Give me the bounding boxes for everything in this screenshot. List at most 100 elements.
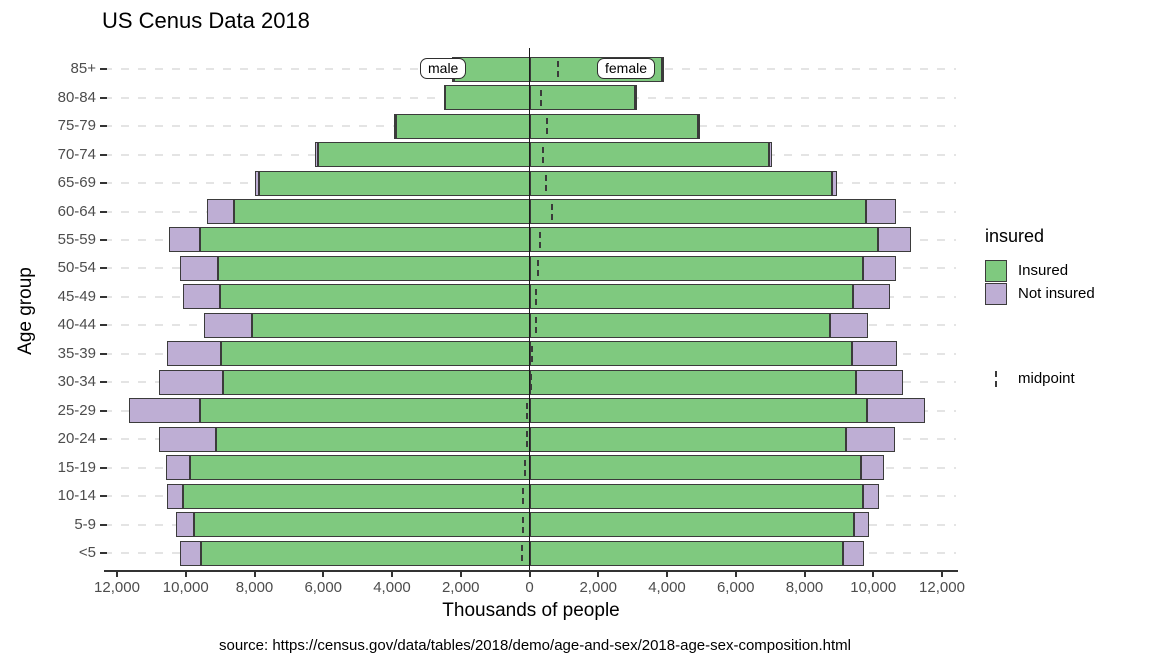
y-tick <box>100 409 107 412</box>
x-tick <box>116 572 118 577</box>
x-tick <box>322 572 325 577</box>
bar-female-insured-80-84 <box>529 85 636 111</box>
chart-title: US Cenus Data 2018 <box>102 8 310 33</box>
x-tick-label: 4,000 <box>648 579 686 596</box>
bar-female-insured-35-39 <box>529 341 852 367</box>
midpoint-marker-30-34 <box>529 374 532 391</box>
x-tick <box>803 572 806 577</box>
y-tick-label: 45-49 <box>57 287 96 305</box>
bar-male-insured-20-24 <box>216 426 530 452</box>
y-tick <box>100 438 107 441</box>
x-axis-line <box>104 570 958 572</box>
bar-female-insured-25-29 <box>529 398 867 424</box>
bar-female-not-insured-15-19 <box>860 455 884 481</box>
x-tick <box>941 572 943 577</box>
bar-male-not-insured-40-44 <box>203 312 252 338</box>
bar-female-insured-50-54 <box>529 255 863 281</box>
y-tick-label: 70-74 <box>57 145 96 163</box>
x-tick-label: 12,000 <box>919 579 965 596</box>
midpoint-marker-10-14 <box>521 488 524 505</box>
bar-male-not-insured-25-29 <box>129 398 201 424</box>
bar-male-not-insured-45-49 <box>182 284 220 310</box>
bar-male-insured-80-84 <box>445 85 530 111</box>
midpoint-marker-60-64 <box>550 203 553 220</box>
y-tick-label: <5 <box>78 544 96 562</box>
y-tick-label: 75-79 <box>57 117 96 135</box>
x-tick <box>253 572 256 577</box>
bar-male-insured-70-74 <box>318 142 530 168</box>
midpoint-marker-85+ <box>556 61 559 78</box>
legend-item-label: Insured <box>1018 262 1069 279</box>
bar-male-not-insured-10-14 <box>166 483 183 509</box>
midpoint-dash-icon <box>995 370 997 387</box>
bar-male-not-insured-20-24 <box>159 426 217 452</box>
bar-female-not-insured-10-14 <box>863 483 880 509</box>
bar-female-not-insured-50-54 <box>862 255 896 281</box>
midpoint-marker-15-19 <box>523 459 526 476</box>
x-tick-label: 4,000 <box>373 579 411 596</box>
midpoint-marker-45-49 <box>535 288 538 305</box>
y-tick-label: 65-69 <box>57 174 96 192</box>
legend-item-not-insured: Not insured <box>985 282 1150 305</box>
bar-female-not-insured-70-74 <box>769 142 772 168</box>
y-tick-label: 5-9 <box>74 515 96 533</box>
x-tick-label: 8,000 <box>235 579 274 596</box>
y-tick <box>100 68 107 71</box>
y-tick <box>100 523 107 526</box>
y-tick <box>100 381 107 384</box>
bar-female-insured-10-14 <box>529 483 864 509</box>
bar-female-insured-20-24 <box>529 426 847 452</box>
y-tick-label: 80-84 <box>57 88 96 106</box>
bar-male-not-insured-50-54 <box>180 255 219 281</box>
bar-female-not-insured-20-24 <box>846 426 895 452</box>
y-tick <box>100 96 107 99</box>
zero-line <box>528 48 531 570</box>
bar-male-not-insured-60-64 <box>206 199 234 224</box>
legend: insured Insured Not insured midpoint <box>985 226 1150 390</box>
bar-female-insured-30-34 <box>529 369 856 395</box>
y-tick-label: 40-44 <box>57 316 96 334</box>
source-caption: source: https://census.gov/data/tables/2… <box>218 637 852 654</box>
midpoint-marker-80-84 <box>539 89 542 106</box>
x-tick <box>391 572 393 577</box>
not-insured-swatch <box>985 282 1007 305</box>
midpoint-key <box>985 370 1007 387</box>
x-tick-label: 8,000 <box>785 579 824 596</box>
y-tick <box>100 495 107 498</box>
midpoint-marker-75-79 <box>546 118 549 135</box>
male-side-label: male <box>420 58 467 79</box>
bar-male-insured-65-69 <box>259 170 530 196</box>
y-tick <box>100 466 107 469</box>
y-tick-label: 15-19 <box>57 458 96 476</box>
bar-female-insured-75-79 <box>529 113 698 139</box>
bar-female-not-insured-30-34 <box>855 369 903 395</box>
bar-male-insured-<5 <box>200 540 530 566</box>
y-tick <box>100 295 107 298</box>
legend-item-label: midpoint <box>1018 370 1075 387</box>
legend-item-label: Not insured <box>1018 285 1095 302</box>
bar-male-not-insured-55-59 <box>169 227 201 253</box>
bar-male-not-insured-65-69 <box>254 170 260 196</box>
x-tick <box>872 572 875 577</box>
bar-male-insured-25-29 <box>200 398 530 424</box>
bar-female-not-insured-65-69 <box>832 170 837 196</box>
bar-male-insured-35-39 <box>221 341 530 367</box>
bar-male-insured-30-34 <box>222 369 530 395</box>
midpoint-marker-50-54 <box>537 260 540 277</box>
bar-male-not-insured-35-39 <box>167 341 222 367</box>
y-tick <box>100 352 107 355</box>
y-tick <box>100 267 107 270</box>
bar-female-insured-5-9 <box>529 512 855 538</box>
x-tick-label: 6,000 <box>304 579 343 596</box>
bar-female-insured-60-64 <box>529 199 867 224</box>
bar-female-not-insured-25-29 <box>866 398 926 424</box>
midpoint-marker-55-59 <box>539 231 542 248</box>
x-tick-label: 6,000 <box>716 579 755 596</box>
legend-item-insured: Insured <box>985 259 1150 282</box>
bar-female-insured-<5 <box>529 540 843 566</box>
bar-male-not-insured-75-79 <box>394 113 397 139</box>
bar-female-not-insured-85+ <box>661 56 664 82</box>
y-tick <box>100 125 107 128</box>
y-tick-label: 55-59 <box>57 230 96 248</box>
